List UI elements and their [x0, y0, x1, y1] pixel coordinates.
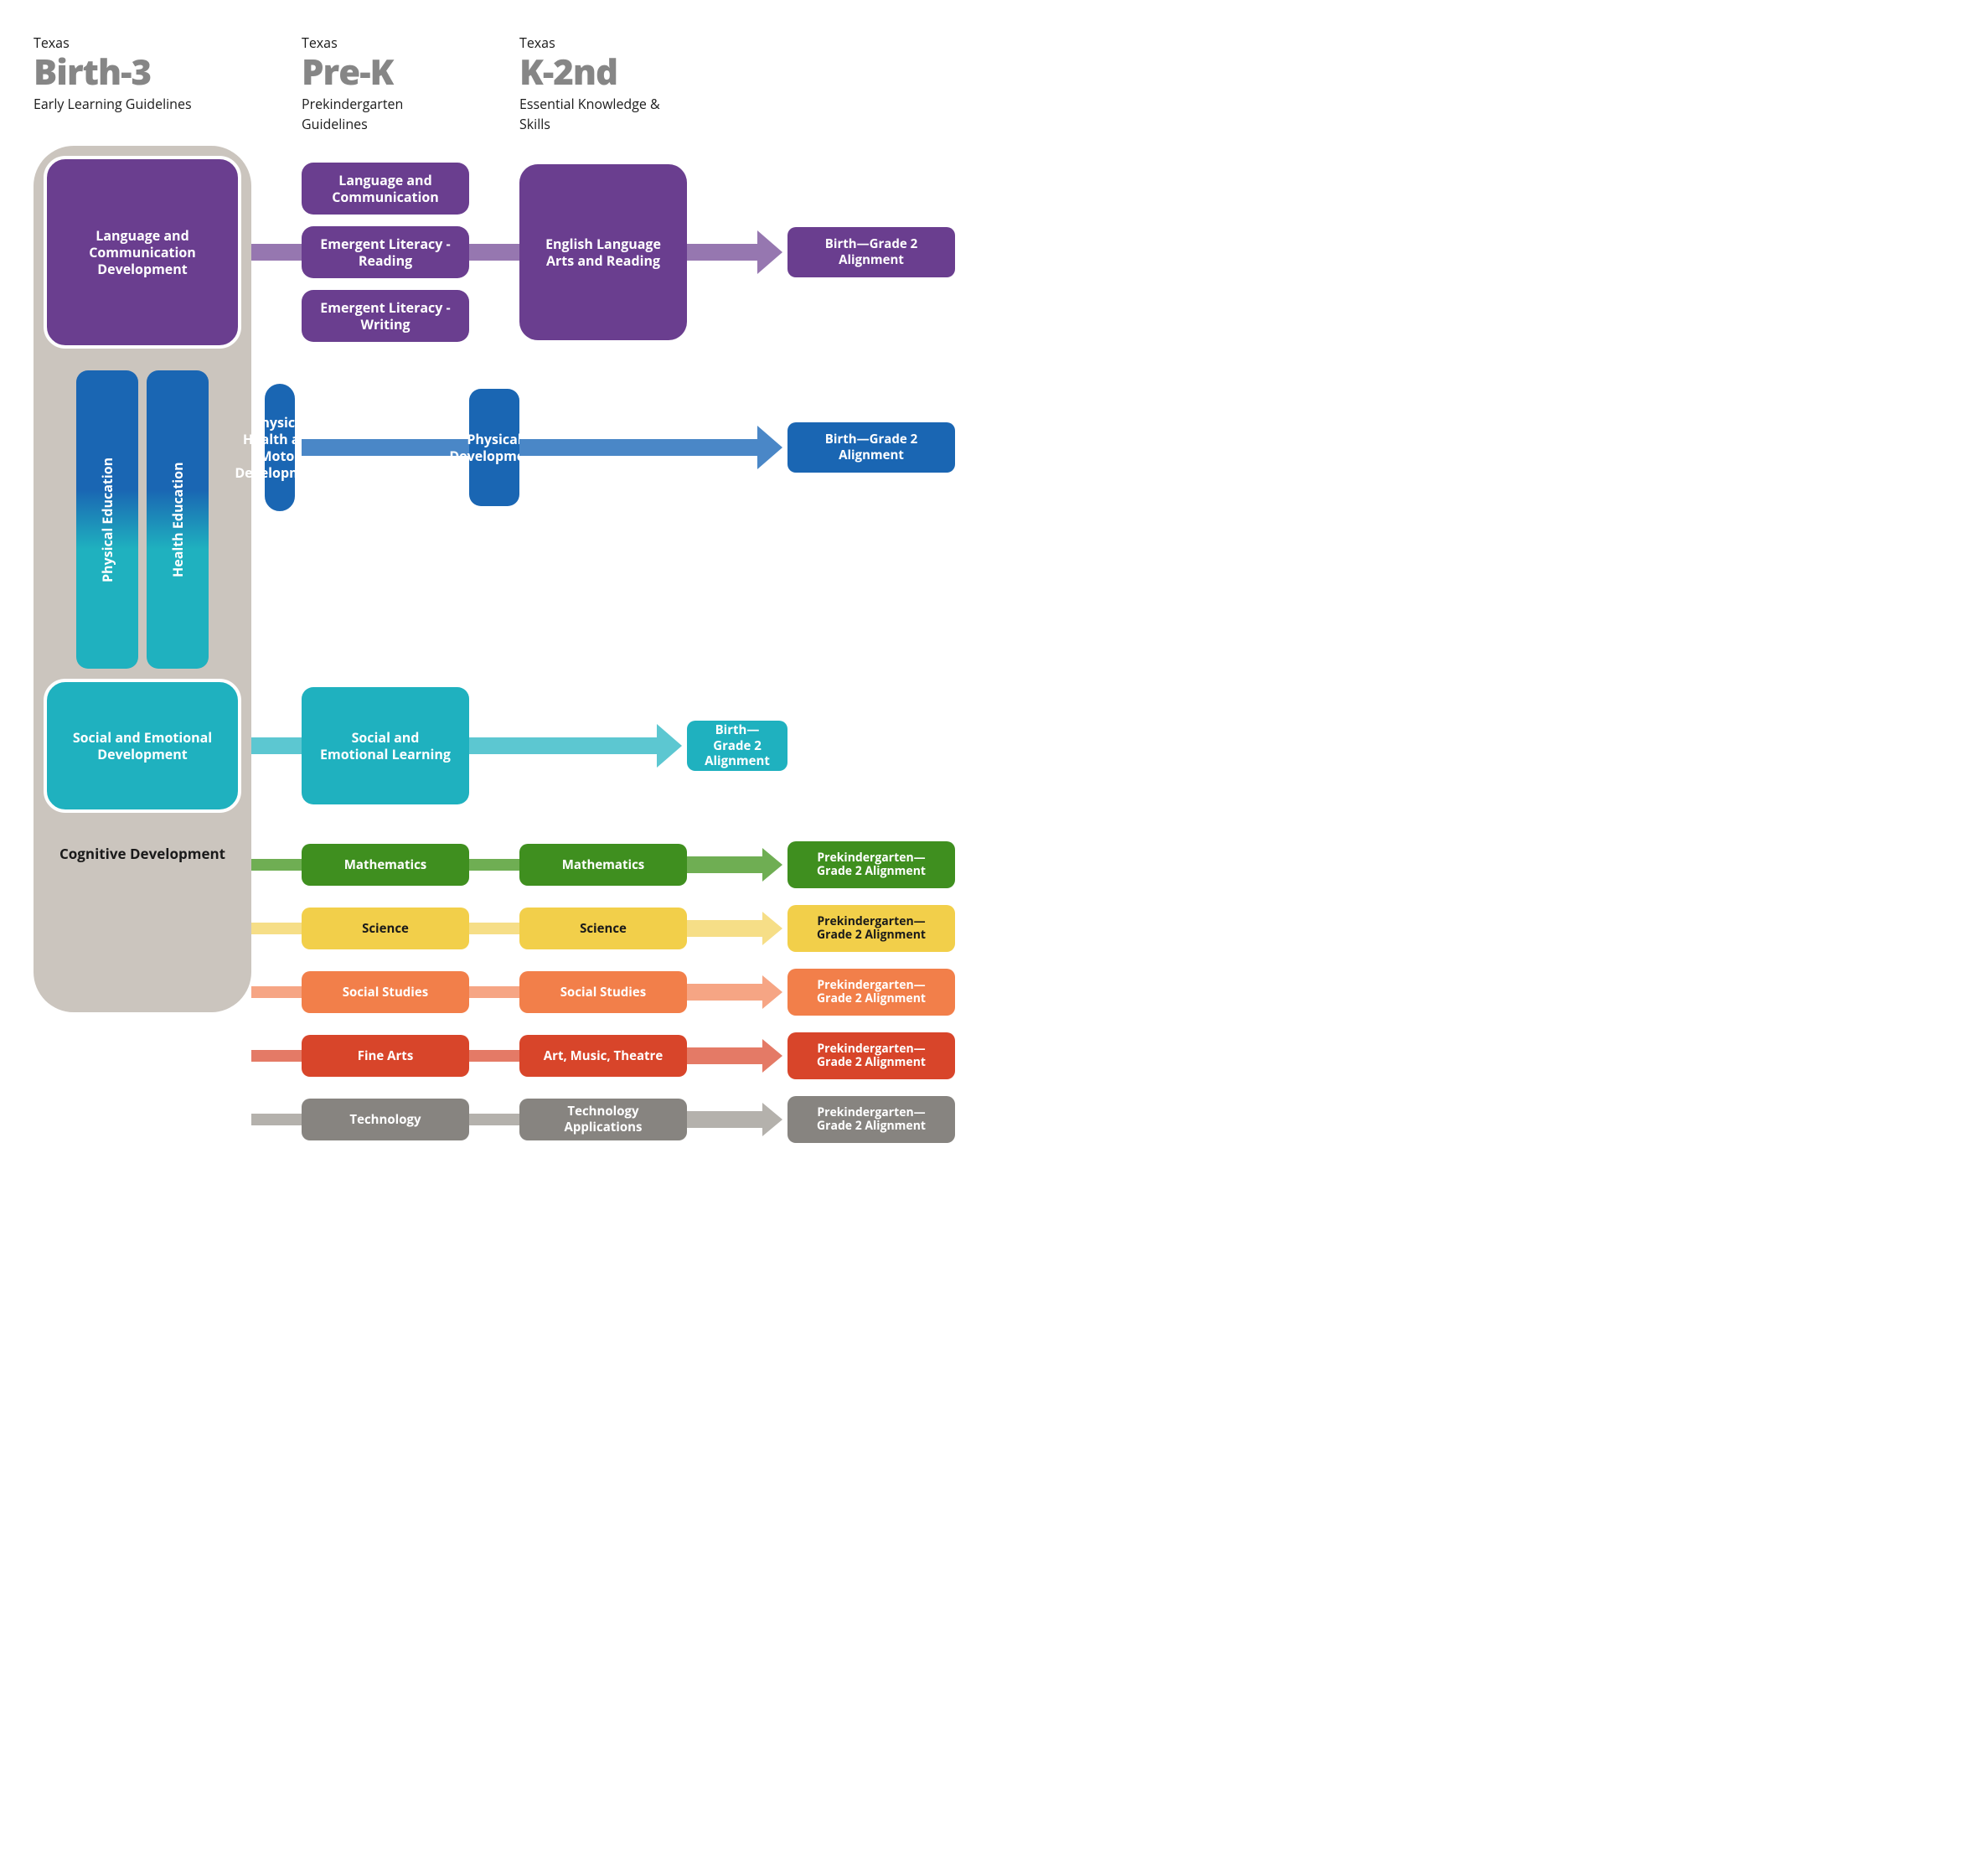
arrow [519, 737, 687, 754]
row-language: Language and Communication Development L… [34, 146, 1022, 359]
row-technology: Technology Technology Applications Prekind… [34, 1096, 1022, 1143]
arrow [687, 1047, 787, 1064]
k2-vertical-pair: Physical Education Health Education [34, 370, 251, 669]
box-fine-arts-prek: Fine Arts [302, 1035, 469, 1077]
arrow [687, 984, 787, 1001]
connector [469, 859, 519, 871]
box-alignment-1: Birth—Grade 2 Alignment [787, 227, 955, 277]
cognitive-rows: Mathematics Mathematics Prekindergarten—Gr… [34, 841, 1022, 1143]
row-mathematics: Mathematics Mathematics Prekindergarten—Gr… [34, 841, 1022, 888]
arrow [687, 244, 787, 261]
arrow [687, 920, 787, 937]
header-sub-1: Early Learning Guidelines [34, 94, 201, 114]
prek-language-stack: Language and Communication Emergent Lite… [302, 163, 469, 342]
box-science-alignment: Prekindergarten—Grade 2 Alignment [787, 905, 955, 952]
box-technology-alignment: Prekindergarten—Grade 2 Alignment [787, 1096, 955, 1143]
box-social-studies-prek: Social Studies [302, 971, 469, 1013]
header-big-3: K-2nd [519, 54, 687, 90]
header-big-1: Birth-3 [34, 54, 251, 90]
connector [469, 737, 519, 754]
box-fine-arts-k2: Art, Music, Theatre [519, 1035, 687, 1077]
chart-body: Cognitive Development Language and Commu… [34, 146, 1022, 1143]
box-mathematics-k2: Mathematics [519, 844, 687, 886]
header-col3: Texas K-2nd Essential Knowledge & Skills [519, 34, 687, 134]
header-col1: Texas Birth-3 Early Learning Guidelines [34, 34, 251, 134]
header-sub-2: Prekindergarten Guidelines [302, 94, 469, 134]
header-big-2: Pre-K [302, 54, 469, 90]
connector [302, 439, 469, 456]
row-social-studies: Social Studies Social Studies Prekindergar… [34, 969, 1022, 1016]
connector [251, 1050, 302, 1062]
box-lit-reading: Emergent Literacy - Reading [302, 226, 469, 278]
connector [519, 439, 687, 456]
box-alignment-3: Birth—Grade 2 Alignment [687, 721, 787, 771]
box-mathematics-prek: Mathematics [302, 844, 469, 886]
header-sub-3: Essential Knowledge & Skills [519, 94, 687, 134]
box-science-k2: Science [519, 908, 687, 949]
connector [251, 923, 302, 934]
box-social-emotional-prek: Social and Emotional Learning [302, 687, 469, 804]
box-technology-prek: Technology [302, 1099, 469, 1140]
connector [251, 1114, 302, 1125]
header-col2: Texas Pre-K Prekindergarten Guidelines [302, 34, 469, 134]
connector [469, 1050, 519, 1062]
connector [251, 737, 302, 754]
box-health-education: Health Education [147, 370, 209, 669]
column-headers: Texas Birth-3 Early Learning Guidelines … [34, 34, 1022, 134]
box-physical-dev-prek: Physical Development [469, 389, 519, 506]
box-social-studies-alignment: Prekindergarten—Grade 2 Alignment [787, 969, 955, 1016]
box-technology-k2: Technology Applications [519, 1099, 687, 1140]
box-social-emotional: Social and Emotional Development [44, 679, 241, 813]
row-fine-arts: Fine Arts Art, Music, Theatre Prekindergar… [34, 1032, 1022, 1079]
arrow [687, 856, 787, 873]
arrow [687, 1111, 787, 1128]
box-physical-education: Physical Education [76, 370, 138, 669]
alignment-diagram: Texas Birth-3 Early Learning Guidelines … [34, 34, 1022, 1143]
connector [469, 986, 519, 998]
box-lit-writing: Emergent Literacy - Writing [302, 290, 469, 342]
box-physical-dev: Physical Health and Motor Development [261, 380, 298, 515]
box-alignment-2: Birth—Grade 2 Alignment [787, 422, 955, 473]
arrow [687, 439, 787, 456]
box-fine-arts-alignment: Prekindergarten—Grade 2 Alignment [787, 1032, 955, 1079]
box-social-studies-k2: Social Studies [519, 971, 687, 1013]
connector [251, 859, 302, 871]
connector [251, 244, 302, 261]
row-science: Science Science Prekindergarten—Grade 2 Al… [34, 905, 1022, 952]
box-science-prek: Science [302, 908, 469, 949]
rows-2-3-grid: Physical Health and Motor Development Ph… [34, 370, 1022, 823]
box-ela-reading: English Language Arts and Reading [519, 164, 687, 340]
connector [469, 923, 519, 934]
connector [469, 244, 519, 261]
box-mathematics-alignment: Prekindergarten—Grade 2 Alignment [787, 841, 955, 888]
box-language-dev: Language and Communication Development [44, 156, 241, 349]
connector [251, 986, 302, 998]
box-lang-comm: Language and Communication [302, 163, 469, 215]
connector [469, 1114, 519, 1125]
